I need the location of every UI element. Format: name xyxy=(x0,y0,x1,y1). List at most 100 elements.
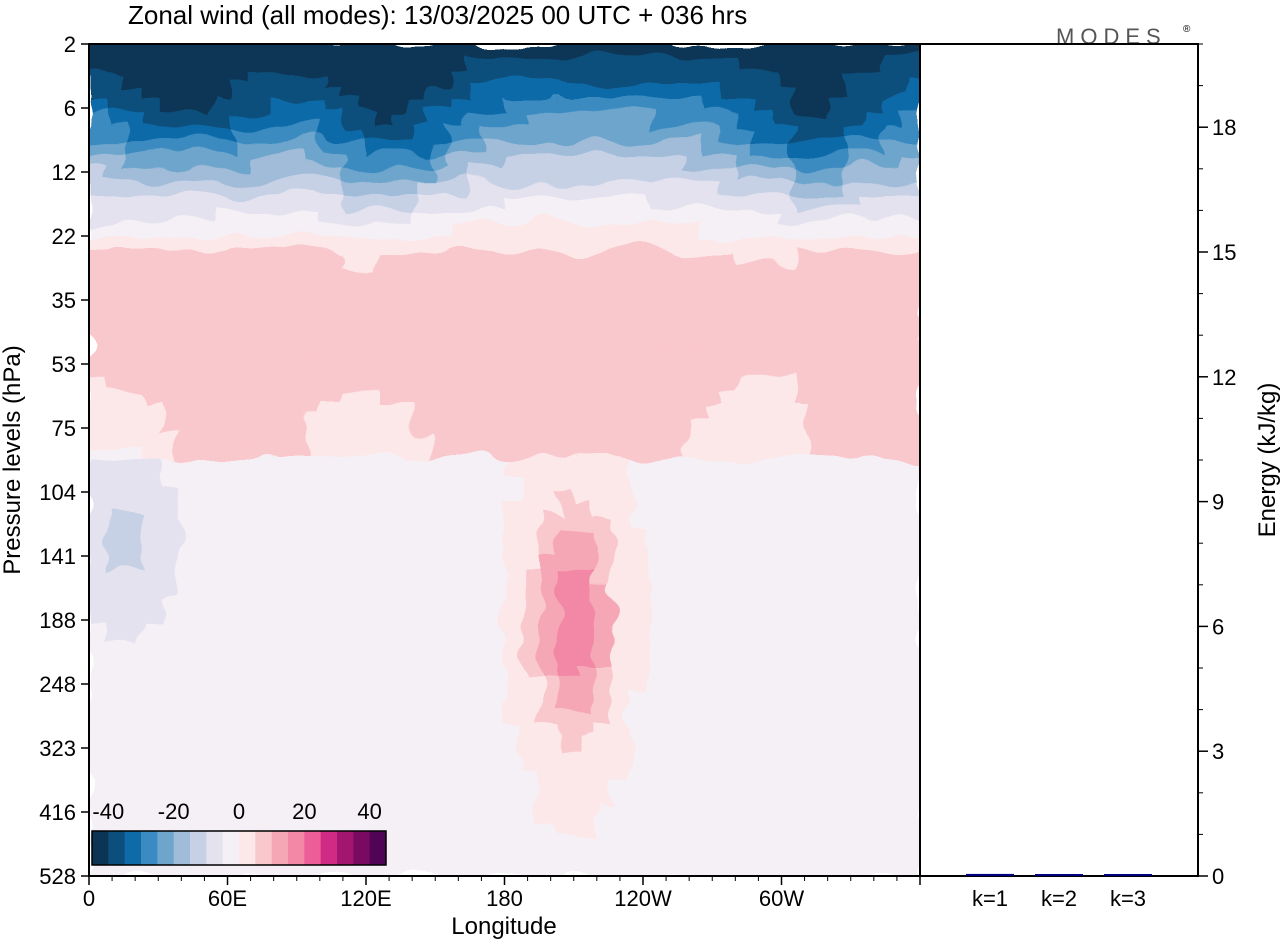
heatmap-cell xyxy=(503,417,524,434)
colorbar-swatch xyxy=(206,831,224,865)
heatmap-cell xyxy=(756,292,777,309)
heatmap-cell xyxy=(359,112,380,129)
heatmap-cell xyxy=(630,209,651,226)
heatmap-cell xyxy=(178,264,199,281)
heatmap-cell xyxy=(810,44,831,59)
heatmap-cell xyxy=(521,389,542,406)
heatmap-cell xyxy=(413,292,434,309)
heatmap-cell xyxy=(449,542,470,559)
heatmap-cell xyxy=(322,736,343,753)
heatmap-cell xyxy=(756,140,777,156)
heatmap-cell xyxy=(593,112,614,129)
heatmap-cell xyxy=(340,98,361,115)
heatmap-cell xyxy=(846,528,867,545)
heatmap-cell xyxy=(142,459,163,475)
heatmap-cell xyxy=(377,361,398,378)
heatmap-cell xyxy=(593,694,614,711)
heatmap-cell xyxy=(232,569,253,586)
heatmap-cell xyxy=(503,556,524,572)
heatmap-cell xyxy=(359,306,380,323)
heatmap-cell xyxy=(756,847,777,864)
heatmap-cell xyxy=(196,153,217,170)
heatmap-cell xyxy=(611,292,632,309)
heatmap-cell xyxy=(395,639,416,656)
heatmap-cell xyxy=(846,389,867,406)
heatmap-cell xyxy=(413,486,434,503)
heatmap-cell xyxy=(395,417,416,434)
heatmap-cell xyxy=(648,126,669,143)
heatmap-cell xyxy=(449,403,470,420)
heatmap-cell xyxy=(864,611,885,628)
heatmap-cell xyxy=(250,403,271,420)
heatmap-cell xyxy=(359,126,380,143)
heatmap-cell xyxy=(684,639,705,656)
heatmap-cell xyxy=(232,44,253,59)
heatmap-cell xyxy=(900,237,920,253)
heatmap-cell xyxy=(322,237,343,253)
heatmap-cell xyxy=(611,791,632,808)
heatmap-cell xyxy=(395,44,416,59)
heatmap-cell xyxy=(720,459,741,475)
heatmap-cell xyxy=(864,514,885,531)
heatmap-cell xyxy=(846,722,867,739)
heatmap-cell xyxy=(322,403,343,420)
heatmap-cell xyxy=(178,306,199,323)
heatmap-cell xyxy=(684,819,705,836)
heatmap-cell xyxy=(160,237,181,253)
heatmap-cell xyxy=(702,805,723,822)
colorbar-swatch xyxy=(92,831,109,865)
heatmap-cell xyxy=(774,375,795,392)
heatmap-cell xyxy=(449,348,470,364)
heatmap-cell xyxy=(792,750,813,767)
heatmap-cell xyxy=(304,195,325,212)
heatmap-cell xyxy=(340,653,361,669)
heatmap-cell xyxy=(882,375,903,392)
heatmap-cell xyxy=(792,805,813,822)
heatmap-cell xyxy=(720,639,741,656)
heatmap-cell xyxy=(666,791,687,808)
heatmap-cell xyxy=(467,112,488,129)
heatmap-cell xyxy=(485,181,506,198)
heatmap-cell xyxy=(268,625,289,642)
heatmap-cell xyxy=(539,528,560,545)
heatmap-cell xyxy=(648,431,669,448)
heatmap-cell xyxy=(648,528,669,545)
heatmap-cell xyxy=(702,556,723,572)
heatmap-cell xyxy=(413,611,434,628)
heatmap-cell xyxy=(810,528,831,545)
heatmap-cell xyxy=(89,306,109,323)
heatmap-cell xyxy=(449,500,470,517)
heatmap-cell xyxy=(467,722,488,739)
heatmap-cell xyxy=(774,292,795,309)
heatmap-cell xyxy=(485,56,506,73)
heatmap-cell xyxy=(792,56,813,73)
heatmap-cell xyxy=(377,209,398,226)
heatmap-cell xyxy=(377,653,398,669)
heatmap-cell xyxy=(593,486,614,503)
heatmap-cell xyxy=(322,181,343,198)
heatmap-cell xyxy=(178,625,199,642)
heatmap-cell xyxy=(738,334,759,351)
heatmap-cell xyxy=(196,70,217,87)
heatmap-cell xyxy=(575,625,596,642)
heatmap-cell xyxy=(286,389,307,406)
heatmap-cell xyxy=(593,722,614,739)
heatmap-cell xyxy=(467,791,488,808)
heatmap-cell xyxy=(449,56,470,73)
heatmap-cell xyxy=(395,805,416,822)
heatmap-cell xyxy=(557,625,578,642)
heatmap-cell xyxy=(124,348,145,364)
heatmap-cell xyxy=(756,625,777,642)
heatmap-cell xyxy=(828,861,849,876)
heatmap-cell xyxy=(232,140,253,156)
heatmap-cell xyxy=(539,403,560,420)
heatmap-cell xyxy=(413,459,434,475)
heatmap-cell xyxy=(304,209,325,226)
heatmap-cell xyxy=(900,334,920,351)
heatmap-cell xyxy=(593,389,614,406)
heatmap-cell xyxy=(106,542,127,559)
heatmap-cell xyxy=(648,348,669,364)
heatmap-cell xyxy=(214,569,235,586)
heatmap-cell xyxy=(593,348,614,364)
